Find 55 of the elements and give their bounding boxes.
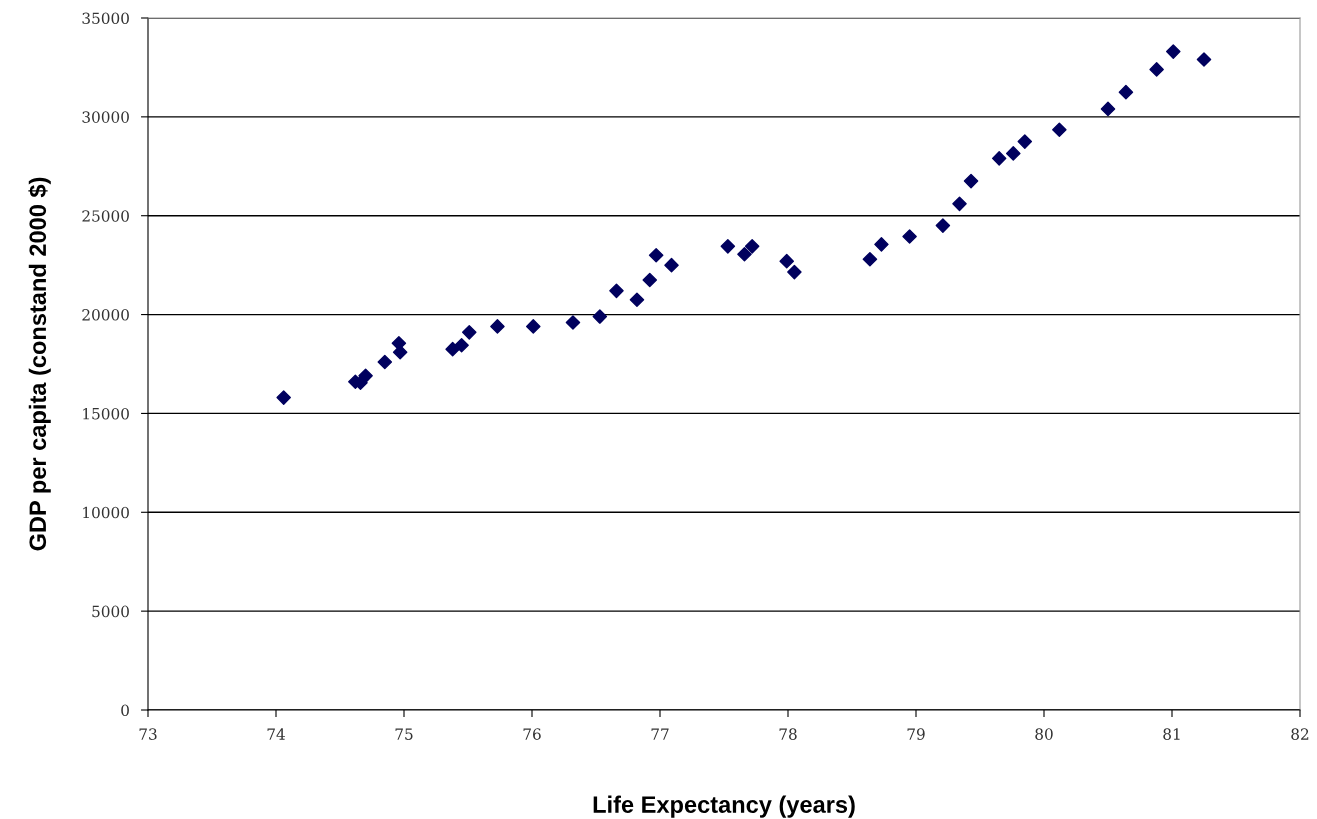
y-axis-title: GDP per capita (constand 2000 $) [28,177,51,551]
x-tick-label: 73 [139,728,157,740]
x-tick-label: 82 [1291,728,1309,740]
point [779,253,795,269]
point [991,151,1007,166]
y-tick-label: 25000 [82,210,129,222]
point [525,319,541,334]
point [787,264,802,280]
point [642,272,658,288]
point [1052,122,1067,137]
point [720,239,736,254]
point [1149,62,1164,77]
point [445,341,460,357]
y-tick-label: 15000 [83,407,129,420]
point [1017,134,1033,149]
point [935,218,951,233]
point [952,196,967,212]
point [862,251,878,267]
point [1118,84,1134,100]
x-tick-label: 78 [779,728,797,740]
point [1196,52,1212,67]
x-tick-label: 74 [267,728,285,740]
x-tick-label: 81 [1163,728,1180,740]
point [874,237,889,252]
point [592,309,608,324]
point [629,292,645,308]
point [664,257,679,273]
y-tick-label: 10000 [83,506,129,519]
point [648,247,664,263]
x-tick-label: 79 [907,728,925,740]
point [744,239,760,254]
point [1005,146,1021,161]
x-tick-label: 75 [395,728,413,740]
point [1165,44,1181,59]
point [1100,101,1116,117]
y-tick-label: 20000 [82,309,129,321]
point [490,319,505,334]
point [461,325,477,340]
point [902,229,917,244]
point [454,337,469,353]
y-tick-label: 0 [121,704,129,717]
point [276,390,291,405]
point [565,315,581,330]
x-tick-label: 76 [523,728,541,740]
x-tick-label: 80 [1035,728,1053,740]
point [377,354,393,370]
x-tick-label: 77 [651,728,669,740]
point [358,368,373,384]
point [737,246,752,262]
y-tick-label: 30000 [82,111,129,123]
y-tick-label: 5000 [92,605,129,618]
x-axis-title: Life Expectancy (years) [593,795,855,818]
point [963,173,979,189]
y-tick-label: 35000 [82,12,129,25]
point [609,283,624,299]
